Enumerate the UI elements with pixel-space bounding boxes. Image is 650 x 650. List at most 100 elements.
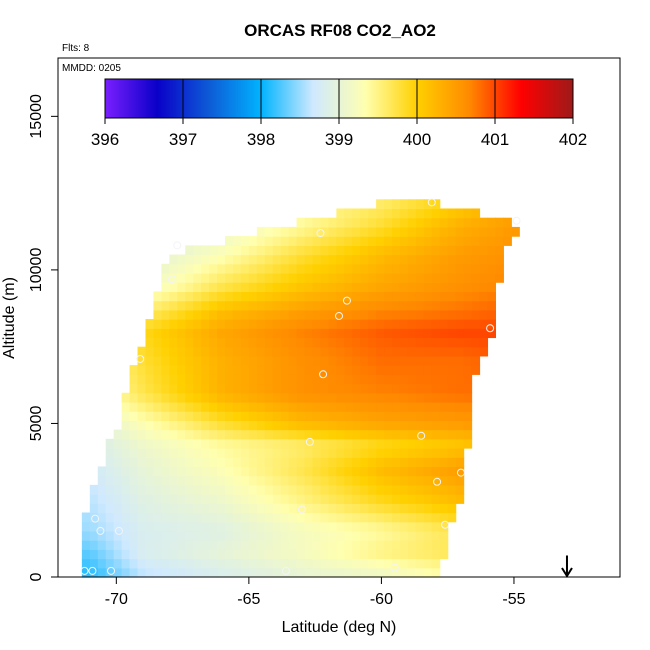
heatmap-cell [272, 236, 282, 246]
heatmap-cell [312, 217, 322, 228]
heatmap-cell [264, 512, 274, 523]
heatmap-cell [97, 567, 107, 578]
heatmap-cell [288, 411, 298, 421]
heatmap-cell [193, 429, 202, 440]
heatmap-cell [328, 521, 337, 532]
heatmap-cell [177, 429, 186, 440]
heatmap-cell [360, 328, 369, 339]
heatmap-cell [336, 383, 345, 394]
heatmap-cell [431, 392, 441, 403]
heatmap-cell [232, 457, 242, 468]
heatmap-cell [169, 383, 178, 394]
heatmap-cell [423, 392, 433, 403]
heatmap-cell [376, 512, 385, 523]
heatmap-cell [320, 245, 329, 256]
heatmap-cell [97, 521, 107, 532]
heatmap-cell [232, 300, 242, 311]
heatmap-cell [312, 374, 322, 385]
heatmap-cell [392, 245, 401, 256]
heatmap-cell [423, 448, 433, 458]
heatmap-cell [280, 549, 290, 560]
heatmap-cell [447, 319, 457, 329]
heatmap-cell [392, 374, 401, 385]
heatmap-cell [240, 272, 250, 283]
heatmap-cell [415, 199, 425, 210]
heatmap-cell [487, 245, 496, 256]
heatmap-cell [352, 494, 361, 504]
heatmap-cell [280, 254, 290, 265]
heatmap-cell [392, 411, 401, 421]
heatmap-cell [312, 365, 322, 375]
heatmap-cell [209, 530, 218, 541]
flight-point [297, 505, 306, 514]
heatmap-cell [185, 346, 194, 357]
heatmap-cell [384, 245, 393, 256]
heatmap-cell [304, 457, 314, 468]
heatmap-cell [153, 355, 162, 366]
heatmap-cell [312, 346, 322, 357]
heatmap-cell [248, 438, 258, 449]
heatmap-cell [455, 328, 465, 339]
heatmap-cell [447, 355, 457, 366]
heatmap-cell [217, 540, 226, 550]
heatmap-cell [304, 337, 314, 348]
heatmap-cell [288, 401, 298, 412]
heatmap-cell [256, 484, 266, 495]
heatmap-cell [121, 484, 131, 495]
heatmap-cell [455, 337, 465, 348]
heatmap-cell [320, 374, 329, 385]
heatmap-cell [248, 494, 258, 504]
heatmap-cell [201, 383, 210, 394]
heatmap-cell [439, 346, 449, 357]
heatmap-cell [177, 319, 186, 329]
heatmap-cell [145, 549, 155, 560]
heatmap-cell [256, 337, 266, 348]
heatmap-cell [89, 549, 99, 560]
heatmap-cell [209, 346, 218, 357]
heatmap-cell [360, 300, 369, 311]
heatmap-cell [177, 254, 186, 265]
heatmap-cell [161, 319, 170, 329]
flight-point [96, 526, 105, 535]
heatmap-cell [129, 540, 139, 550]
heatmap-cell [256, 466, 266, 477]
heatmap-cell [185, 245, 194, 256]
heatmap-cell [328, 411, 337, 421]
heatmap-cell [209, 466, 218, 477]
heatmap-cell [503, 226, 512, 237]
heatmap-cell [97, 475, 107, 486]
heatmap-cell [193, 300, 202, 311]
heatmap-cell [415, 429, 425, 440]
heatmap-cell [360, 337, 369, 348]
heatmap-cell [352, 226, 361, 237]
heatmap-cell [407, 208, 417, 219]
heatmap-cell [352, 383, 361, 394]
heatmap-cell [169, 272, 178, 283]
heatmap-cell [407, 530, 417, 541]
heatmap-cell [352, 346, 361, 357]
heatmap-cell [479, 319, 489, 329]
heatmap-cell [288, 521, 298, 532]
heatmap-cell [225, 282, 234, 292]
heatmap-cell [336, 245, 345, 256]
heatmap-cell [177, 494, 186, 504]
heatmap-cell [296, 558, 306, 569]
heatmap-cell [240, 383, 250, 394]
heatmap-cell [328, 245, 337, 256]
heatmap-cell [384, 540, 393, 550]
heatmap-cell [384, 530, 393, 541]
heatmap-cell [455, 457, 465, 468]
heatmap-cell [304, 438, 314, 449]
heatmap-cell [399, 484, 409, 495]
heatmap-cell [240, 245, 250, 256]
heatmap-cell [272, 319, 282, 329]
heatmap-cell [368, 346, 377, 357]
heatmap-cell [399, 199, 409, 210]
heatmap-cell [145, 346, 155, 357]
heatmap-cell [439, 217, 449, 228]
heatmap-cell [193, 328, 202, 339]
heatmap-cell [344, 530, 353, 541]
heatmap-cell [248, 503, 258, 514]
heatmap-cell [225, 245, 234, 256]
heatmap-cell [384, 254, 393, 265]
